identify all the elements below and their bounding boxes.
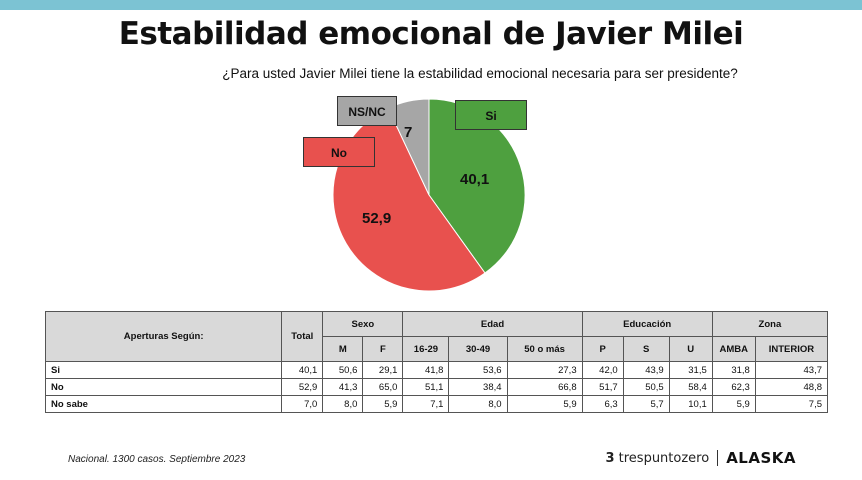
table-cell: 6,3 [581,395,624,413]
table-cell: 41,8 [402,361,450,379]
legend-label-no: No [303,137,375,167]
table-cell: 51,1 [402,378,450,396]
column-header: S [622,336,670,362]
table-cell: 8,0 [322,395,364,413]
alaska-logo: ALASKA [726,449,796,467]
slice-value-no: 52,9 [362,210,392,227]
table-cell: 8,0 [448,395,508,413]
table-cell: 52,9 [281,378,324,396]
table-cell: 51,7 [581,378,624,396]
legend-label-nsnc: NS/NC [337,96,397,126]
table-cell: 40,1 [281,361,324,379]
table-cell: 5,9 [362,395,404,413]
row-label: Si [44,361,283,379]
top-accent-bar [0,0,862,10]
source-note: Nacional. 1300 casos. Septiembre 2023 [68,454,246,465]
corner-label: Aperturas Según: [44,311,283,362]
column-header: INTERIOR [754,336,829,362]
table-cell: 38,4 [448,378,508,396]
column-header: P [581,336,624,362]
table-cell: 50,5 [622,378,670,396]
table-cell: 29,1 [362,361,404,379]
group-header: Educación [581,311,713,337]
column-header: 16-29 [402,336,450,362]
slice-value-si: 40,1 [460,171,490,188]
table-cell: 53,6 [448,361,508,379]
table-cell: 48,8 [754,378,829,396]
column-header: 30-49 [448,336,508,362]
table-cell: 5,7 [622,395,670,413]
table-cell: 7,1 [402,395,450,413]
total-header: Total [281,311,324,362]
table-cell: 65,0 [362,378,404,396]
table-cell: 41,3 [322,378,364,396]
column-header: AMBA [711,336,756,362]
group-header: Zona [711,311,829,337]
table-cell: 31,5 [668,361,713,379]
table-cell: 58,4 [668,378,713,396]
column-header: U [668,336,713,362]
row-label: No sabe [44,395,283,413]
table-cell: 43,9 [622,361,670,379]
table-subheader-row: M F 16-29 30-49 50 o más P S U AMBA INTERIOR [46,336,829,362]
trespuntozero-logo: 3 trespuntozero [605,450,710,466]
table-cell: 7,0 [281,395,324,413]
column-header: F [362,336,404,362]
table-cell: 27,3 [506,361,583,379]
chart-subtitle: ¿Para usted Javier Milei tiene la estabi… [222,66,738,81]
row-label: No [44,378,283,396]
table-row: No 52,9 41,3 65,0 51,1 38,4 66,8 51,7 50,5 58,4 62… [44,378,829,396]
table-cell: 50,6 [322,361,364,379]
table-cell: 62,3 [711,378,756,396]
legend-label-si: Si [455,100,527,130]
table-cell: 42,0 [581,361,624,379]
group-header: Edad [402,311,583,337]
pie-chart [332,98,526,292]
table-cell: 5,9 [506,395,583,413]
column-header: 50 o más [506,336,583,362]
table-cell: 10,1 [668,395,713,413]
table-row: No sabe 7,0 8,0 5,9 7,1 8,0 5,9 6,3 5,7 10,1 5,9 7,… [44,395,829,413]
group-header: Sexo [322,311,404,337]
brand-logos: 3 trespuntozero ALASKA [605,449,796,467]
page-title: Estabilidad emocional de Javier Milei [118,16,744,52]
table-row: Si 40,1 50,6 29,1 41,8 53,6 27,3 42,0 43,9 31,5 31… [44,361,829,379]
table-cell: 43,7 [754,361,829,379]
crosstab-table: Aperturas Según: Total Sexo Edad Educación Zo… [44,311,829,413]
brand-divider [717,450,719,466]
slice-value-nsnc: 7 [404,124,413,141]
table-cell: 31,8 [711,361,756,379]
table-cell: 5,9 [711,395,756,413]
table-cell: 7,5 [754,395,829,413]
table-cell: 66,8 [506,378,583,396]
column-header: M [322,336,364,362]
table-header-row: Aperturas Según: Total Sexo Edad Educación Zo… [44,311,829,362]
